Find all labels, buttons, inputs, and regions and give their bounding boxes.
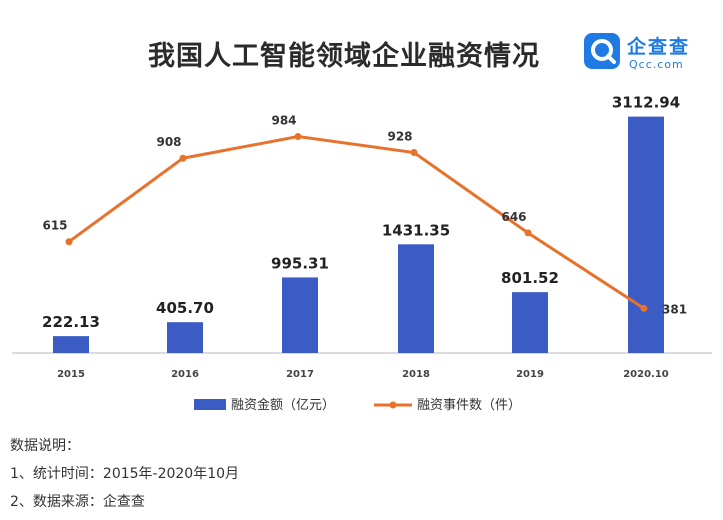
- legend-bar-label: 融资金额（亿元）: [231, 397, 335, 413]
- bar-2016: [167, 322, 203, 353]
- bar-value-label: 801.52: [501, 269, 559, 287]
- notes-line-time: 1、统计时间：2015年-2020年10月: [10, 466, 240, 482]
- line-value-label: 381: [662, 302, 687, 316]
- legend-line-label: 融资事件数（件）: [417, 398, 521, 413]
- line-value-label: 928: [387, 130, 412, 144]
- bar-value-label: 995.31: [271, 254, 329, 272]
- legend-bar-swatch: [194, 399, 226, 410]
- logo-domain: Qcc.com: [629, 58, 684, 71]
- financing-chart: 222.13 2015 405.70 2016 995.31 2017 1431.35 201…: [12, 94, 712, 413]
- x-tick-label: 2019: [516, 369, 544, 380]
- qcc-logo-icon: [584, 33, 620, 69]
- line-point: [524, 229, 532, 237]
- line-value-label: 908: [156, 135, 181, 149]
- bar-value-label: 3112.94: [612, 94, 680, 112]
- x-tick-label: 2017: [286, 369, 314, 380]
- x-tick-label: 2018: [402, 369, 430, 380]
- line-value-label: 646: [501, 210, 526, 224]
- data-notes: 数据说明： 1、统计时间：2015年-2020年10月 2、数据来源：企查查: [10, 432, 239, 516]
- line-value-label: 984: [271, 114, 296, 128]
- logo-name: 企查查: [627, 36, 691, 58]
- qcc-logo: 企查查 Qcc.com: [583, 30, 723, 80]
- x-tick-label: 2016: [171, 369, 199, 380]
- line-series-events: [68, 135, 645, 310]
- line-point: [65, 238, 73, 246]
- x-tick-label: 2020.10: [623, 369, 669, 380]
- notes-line-source: 2、数据来源：企查查: [10, 494, 145, 510]
- bar-2020.10: [628, 116, 664, 354]
- legend-line-marker: [389, 401, 397, 409]
- line-point: [410, 149, 418, 157]
- bar-2018: [398, 244, 434, 353]
- bar-2015: [53, 336, 89, 353]
- line-point: [640, 304, 648, 312]
- bar-2019: [512, 292, 548, 353]
- bar-value-label: 222.13: [42, 313, 100, 331]
- notes-heading: 数据说明：: [10, 438, 80, 454]
- chart-title: 我国人工智能领域企业融资情况: [148, 41, 540, 72]
- bar-value-label: 1431.35: [382, 221, 450, 239]
- line-point: [294, 133, 302, 141]
- bar-value-label: 405.70: [156, 299, 214, 317]
- bar-2017: [282, 277, 318, 353]
- line-point: [179, 154, 187, 162]
- x-tick-label: 2015: [57, 369, 85, 380]
- line-value-label: 615: [42, 219, 67, 233]
